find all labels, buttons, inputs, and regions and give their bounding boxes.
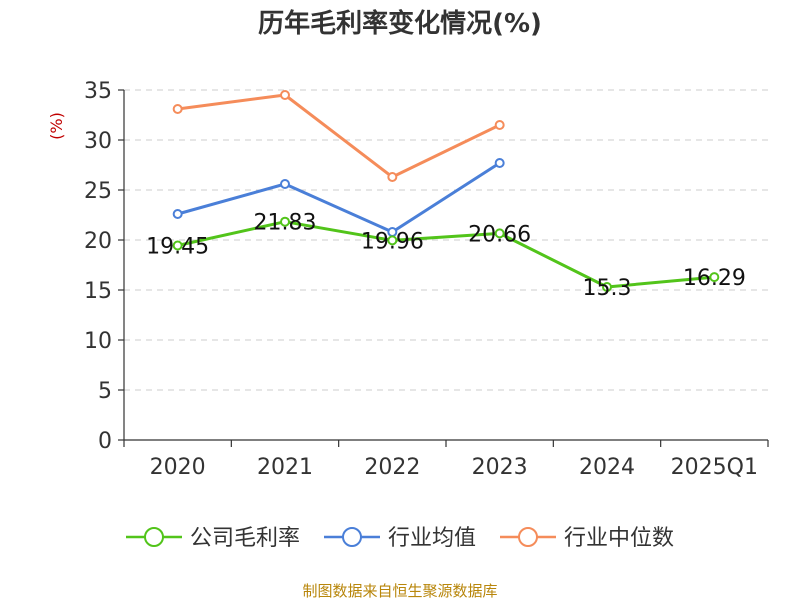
data-label: 21.83 xyxy=(254,211,317,236)
data-point xyxy=(387,172,398,182)
data-point xyxy=(602,282,612,292)
x-tick-label: 2024 xyxy=(579,455,635,480)
series-line xyxy=(177,161,501,234)
x-tick-label: 2025Q1 xyxy=(671,455,758,480)
y-tick-label: 5 xyxy=(98,379,112,404)
legend-item[interactable]: 行业均值 xyxy=(324,526,476,551)
y-tick-label: 0 xyxy=(98,429,112,454)
axes: 0 5 10 15 20 25 30 35 2020 2021 2022 2023 2024 2025Q1 xyxy=(84,79,769,480)
legend-marker xyxy=(518,527,538,547)
series-layer xyxy=(172,90,720,292)
legend: 公司毛利率 行业均值 行业中位数 xyxy=(126,526,674,551)
data-point xyxy=(172,209,183,219)
legend-label: 公司毛利率 xyxy=(190,526,300,551)
data-labels: 19.45 21.83 19.96 20.66 15.3 16.29 xyxy=(146,211,746,301)
y-tick-label: 15 xyxy=(84,279,112,304)
source-note: 制图数据来自恒生聚源数据库 xyxy=(302,582,497,600)
legend-marker xyxy=(144,527,164,547)
data-point xyxy=(280,179,290,189)
series-line xyxy=(177,220,715,289)
data-label: 19.45 xyxy=(146,235,209,260)
legend-label: 行业均值 xyxy=(388,526,476,551)
y-tick-label: 25 xyxy=(84,179,112,204)
legend-marker xyxy=(342,527,362,547)
x-tick-label: 2021 xyxy=(257,455,313,480)
y-tick-label: 30 xyxy=(84,129,112,154)
data-label: 16.29 xyxy=(683,266,746,291)
data-label: 20.66 xyxy=(468,222,531,247)
legend-label: 行业中位数 xyxy=(564,526,674,551)
data-point xyxy=(280,90,290,100)
data-point xyxy=(280,216,290,227)
legend-item[interactable]: 公司毛利率 xyxy=(126,526,300,551)
x-tick-label: 2020 xyxy=(150,455,206,480)
data-point xyxy=(494,120,505,130)
data-point xyxy=(172,240,183,251)
series-line xyxy=(177,93,501,179)
grid-lines xyxy=(124,89,768,391)
data-point xyxy=(172,104,183,114)
data-point xyxy=(387,235,398,246)
y-tick-label: 35 xyxy=(84,79,112,104)
y-tick-label: 10 xyxy=(84,329,112,354)
data-point xyxy=(709,272,720,283)
legend-item[interactable]: 行业中位数 xyxy=(500,526,674,551)
x-tick-label: 2022 xyxy=(364,455,420,480)
x-tick-label: 2023 xyxy=(472,455,528,480)
data-label: 19.96 xyxy=(361,229,424,254)
y-tick-label: 20 xyxy=(84,229,112,254)
data-point xyxy=(494,158,505,168)
data-label: 15.3 xyxy=(583,276,632,301)
data-point xyxy=(494,228,505,239)
y-axis-label: (%) xyxy=(47,112,66,140)
chart-title: 历年毛利率变化情况(%) xyxy=(258,8,542,39)
